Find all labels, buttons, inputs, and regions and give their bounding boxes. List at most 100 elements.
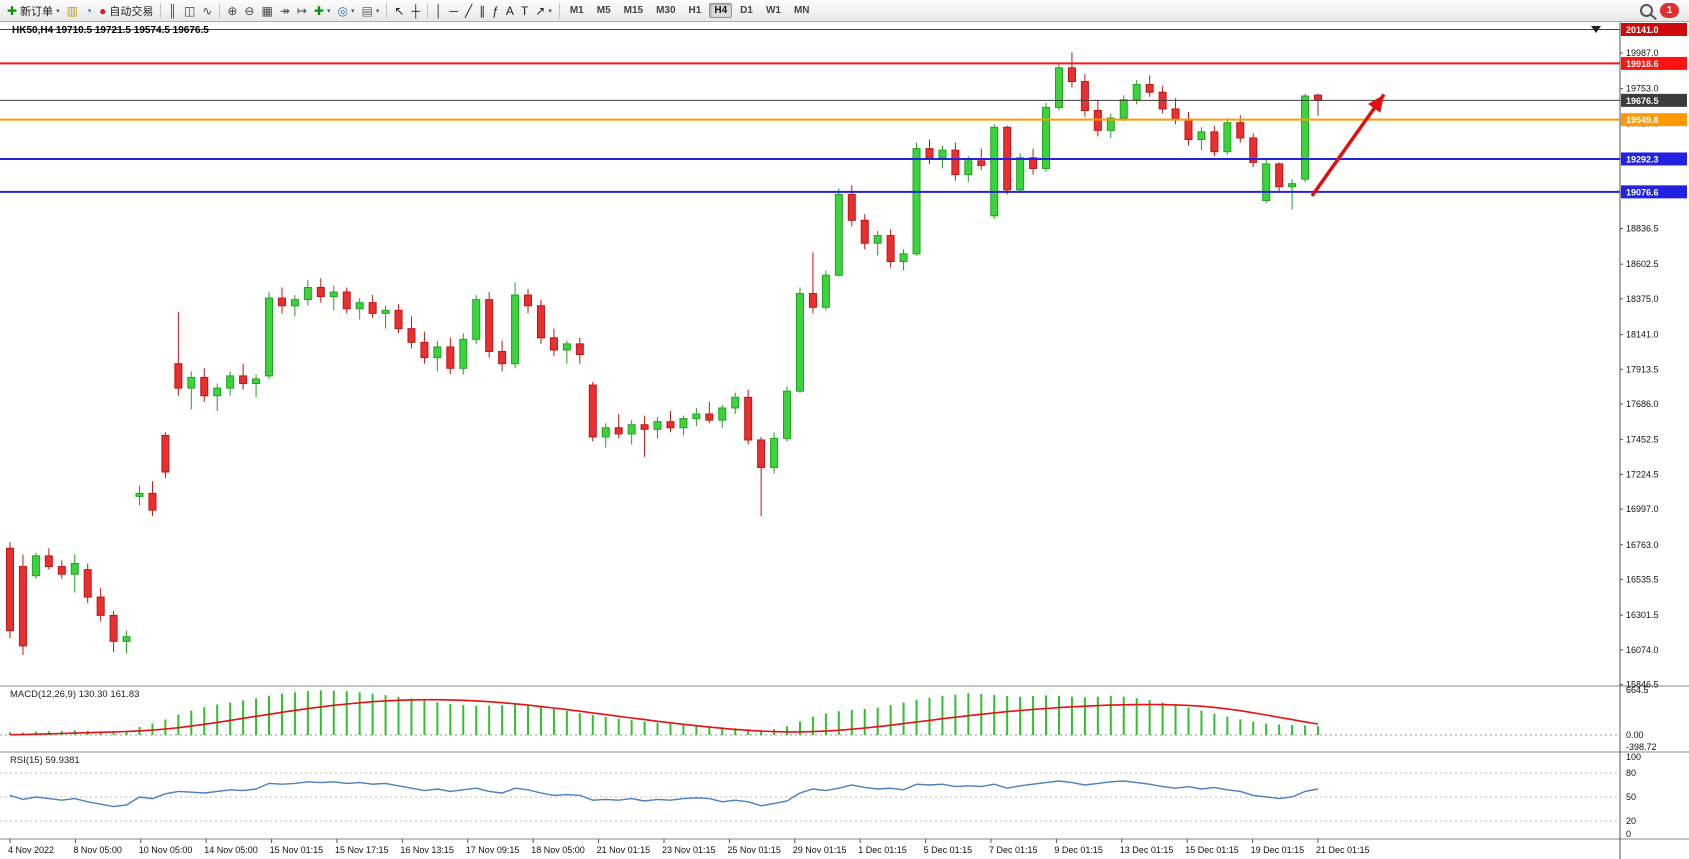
time-axis-label: 15 Nov 17:15: [335, 845, 389, 855]
candle: [1042, 106, 1051, 169]
candle: [588, 384, 597, 438]
market-watch-icon: ▥: [66, 3, 78, 18]
new-chart-button[interactable]: ✚ ▾: [311, 2, 334, 20]
timeframe-m5-button[interactable]: M5: [596, 5, 611, 16]
toolbar-separator: [426, 3, 428, 18]
cursor-button[interactable]: ↖: [391, 2, 407, 20]
line-chart-button[interactable]: ∿: [199, 2, 215, 20]
candle: [562, 343, 571, 351]
candle: [912, 148, 921, 255]
candle: [6, 547, 14, 632]
price-tick-label: 18141.0: [1626, 330, 1659, 340]
candle: [472, 299, 481, 340]
fibonacci-button[interactable]: ƒ: [489, 2, 502, 20]
candle: [536, 305, 545, 339]
horizontal-line-button[interactable]: ─: [446, 2, 461, 20]
new-order-button-label: 新订单: [20, 5, 54, 18]
price-tick-label: 16997.0: [1626, 504, 1659, 514]
macd-scale-label: -398.72: [1626, 742, 1657, 752]
candle: [614, 427, 623, 435]
channel-button[interactable]: ∥: [476, 2, 488, 20]
candle: [1016, 157, 1025, 191]
price-tick-label: 15846.5: [1626, 680, 1659, 690]
market-watch-button[interactable]: ▥: [64, 2, 81, 20]
candlestick-chart-button[interactable]: ◫: [181, 2, 198, 20]
candle: [1275, 163, 1284, 188]
candle: [459, 338, 468, 369]
chart-shift-button[interactable]: ↦: [294, 2, 310, 20]
time-axis-label: 13 Dec 01:15: [1120, 845, 1174, 855]
bar-chart-button[interactable]: ║: [165, 2, 180, 20]
price-tick-label: 16763.0: [1626, 540, 1659, 550]
candle: [161, 434, 170, 473]
candle: [226, 375, 235, 389]
timeframe-h1-button[interactable]: H1: [688, 5, 702, 16]
price-tick-label: 18375.0: [1626, 294, 1659, 304]
candle: [355, 302, 364, 310]
price-badge-label: 19549.8: [1626, 115, 1659, 125]
candle: [18, 566, 27, 647]
trendline-button[interactable]: ╱: [462, 2, 475, 20]
time-axis-label: 9 Dec 01:15: [1054, 845, 1103, 855]
profiles-button[interactable]: ◎ ▾: [335, 2, 358, 20]
crosshair-button[interactable]: ┼: [408, 2, 423, 20]
candle: [303, 286, 312, 301]
candle: [1314, 94, 1322, 101]
price-badge-label: 19676.5: [1626, 96, 1659, 106]
search-icon: [1639, 4, 1653, 17]
zoom-out-button[interactable]: ⊖: [241, 2, 257, 20]
candle: [122, 636, 131, 642]
autotrading-button[interactable]: ● 自动交易: [96, 2, 156, 20]
timeframe-w1-button[interactable]: W1: [765, 5, 781, 16]
timeframe-mn-button[interactable]: MN: [793, 5, 810, 16]
candle: [1288, 183, 1297, 188]
price-chart-canvas[interactable]: 19987.019753.019525.519291.519064.018836…: [0, 22, 1689, 859]
time-axis-label: 17 Nov 09:15: [466, 845, 520, 855]
zoom-out-icon: ⊖: [244, 3, 255, 18]
timeframe-d1-button[interactable]: D1: [740, 5, 753, 16]
toolbar-separator: [558, 3, 560, 18]
tile-windows-icon: ▦: [261, 3, 273, 18]
price-tick-label: 19753.0: [1626, 84, 1659, 94]
strategy-tester-button[interactable]: ◔: [82, 2, 95, 20]
candle: [575, 343, 584, 356]
chart-window[interactable]: 19987.019753.019525.519291.519064.018836…: [0, 22, 1689, 859]
timeframe-m15-button[interactable]: M15: [623, 5, 644, 16]
price-tick-label: 17224.5: [1626, 469, 1659, 479]
price-tick-label: 16535.5: [1626, 574, 1659, 584]
timeframe-m30-button[interactable]: M30: [656, 5, 676, 16]
candle: [187, 376, 196, 389]
tile-windows-button[interactable]: ▦: [258, 2, 275, 20]
candle: [1249, 137, 1258, 163]
time-axis-label: 8 Nov 05:00: [73, 845, 122, 855]
text-label-button[interactable]: T: [518, 2, 531, 20]
search-button[interactable]: [1635, 2, 1657, 20]
candle: [990, 126, 999, 217]
auto-scroll-button[interactable]: ↠: [277, 2, 293, 20]
candle: [1054, 67, 1063, 108]
toolbar-separator: [160, 3, 162, 18]
timeframe-m1-button[interactable]: M1: [569, 5, 584, 16]
price-badge: [1621, 113, 1687, 127]
candle: [446, 346, 455, 369]
indicators-button[interactable]: ▤ ▾: [359, 2, 383, 20]
candle: [640, 424, 649, 430]
candle: [135, 492, 144, 497]
candle: [847, 193, 856, 221]
price-badge-label: 19292.3: [1626, 154, 1659, 164]
candle: [770, 437, 779, 468]
zoom-in-button[interactable]: ⊕: [224, 2, 240, 20]
new-order-button[interactable]: ✚ 新订单 ▾: [4, 2, 63, 20]
candle: [795, 293, 804, 392]
candle: [873, 235, 882, 244]
vertical-line-button[interactable]: │: [432, 2, 446, 20]
chevron-down-icon: ▾: [548, 7, 552, 15]
timeframe-h4-button[interactable]: H4: [709, 3, 733, 18]
text-button[interactable]: A: [503, 2, 517, 20]
candle: [213, 387, 222, 397]
price-tick-label: 16301.5: [1626, 610, 1659, 620]
notification-badge[interactable]: 1: [1660, 3, 1679, 18]
price-badge-label: 19918.6: [1626, 59, 1659, 69]
arrows-button[interactable]: ↗ ▾: [532, 2, 555, 20]
candle: [31, 555, 40, 577]
